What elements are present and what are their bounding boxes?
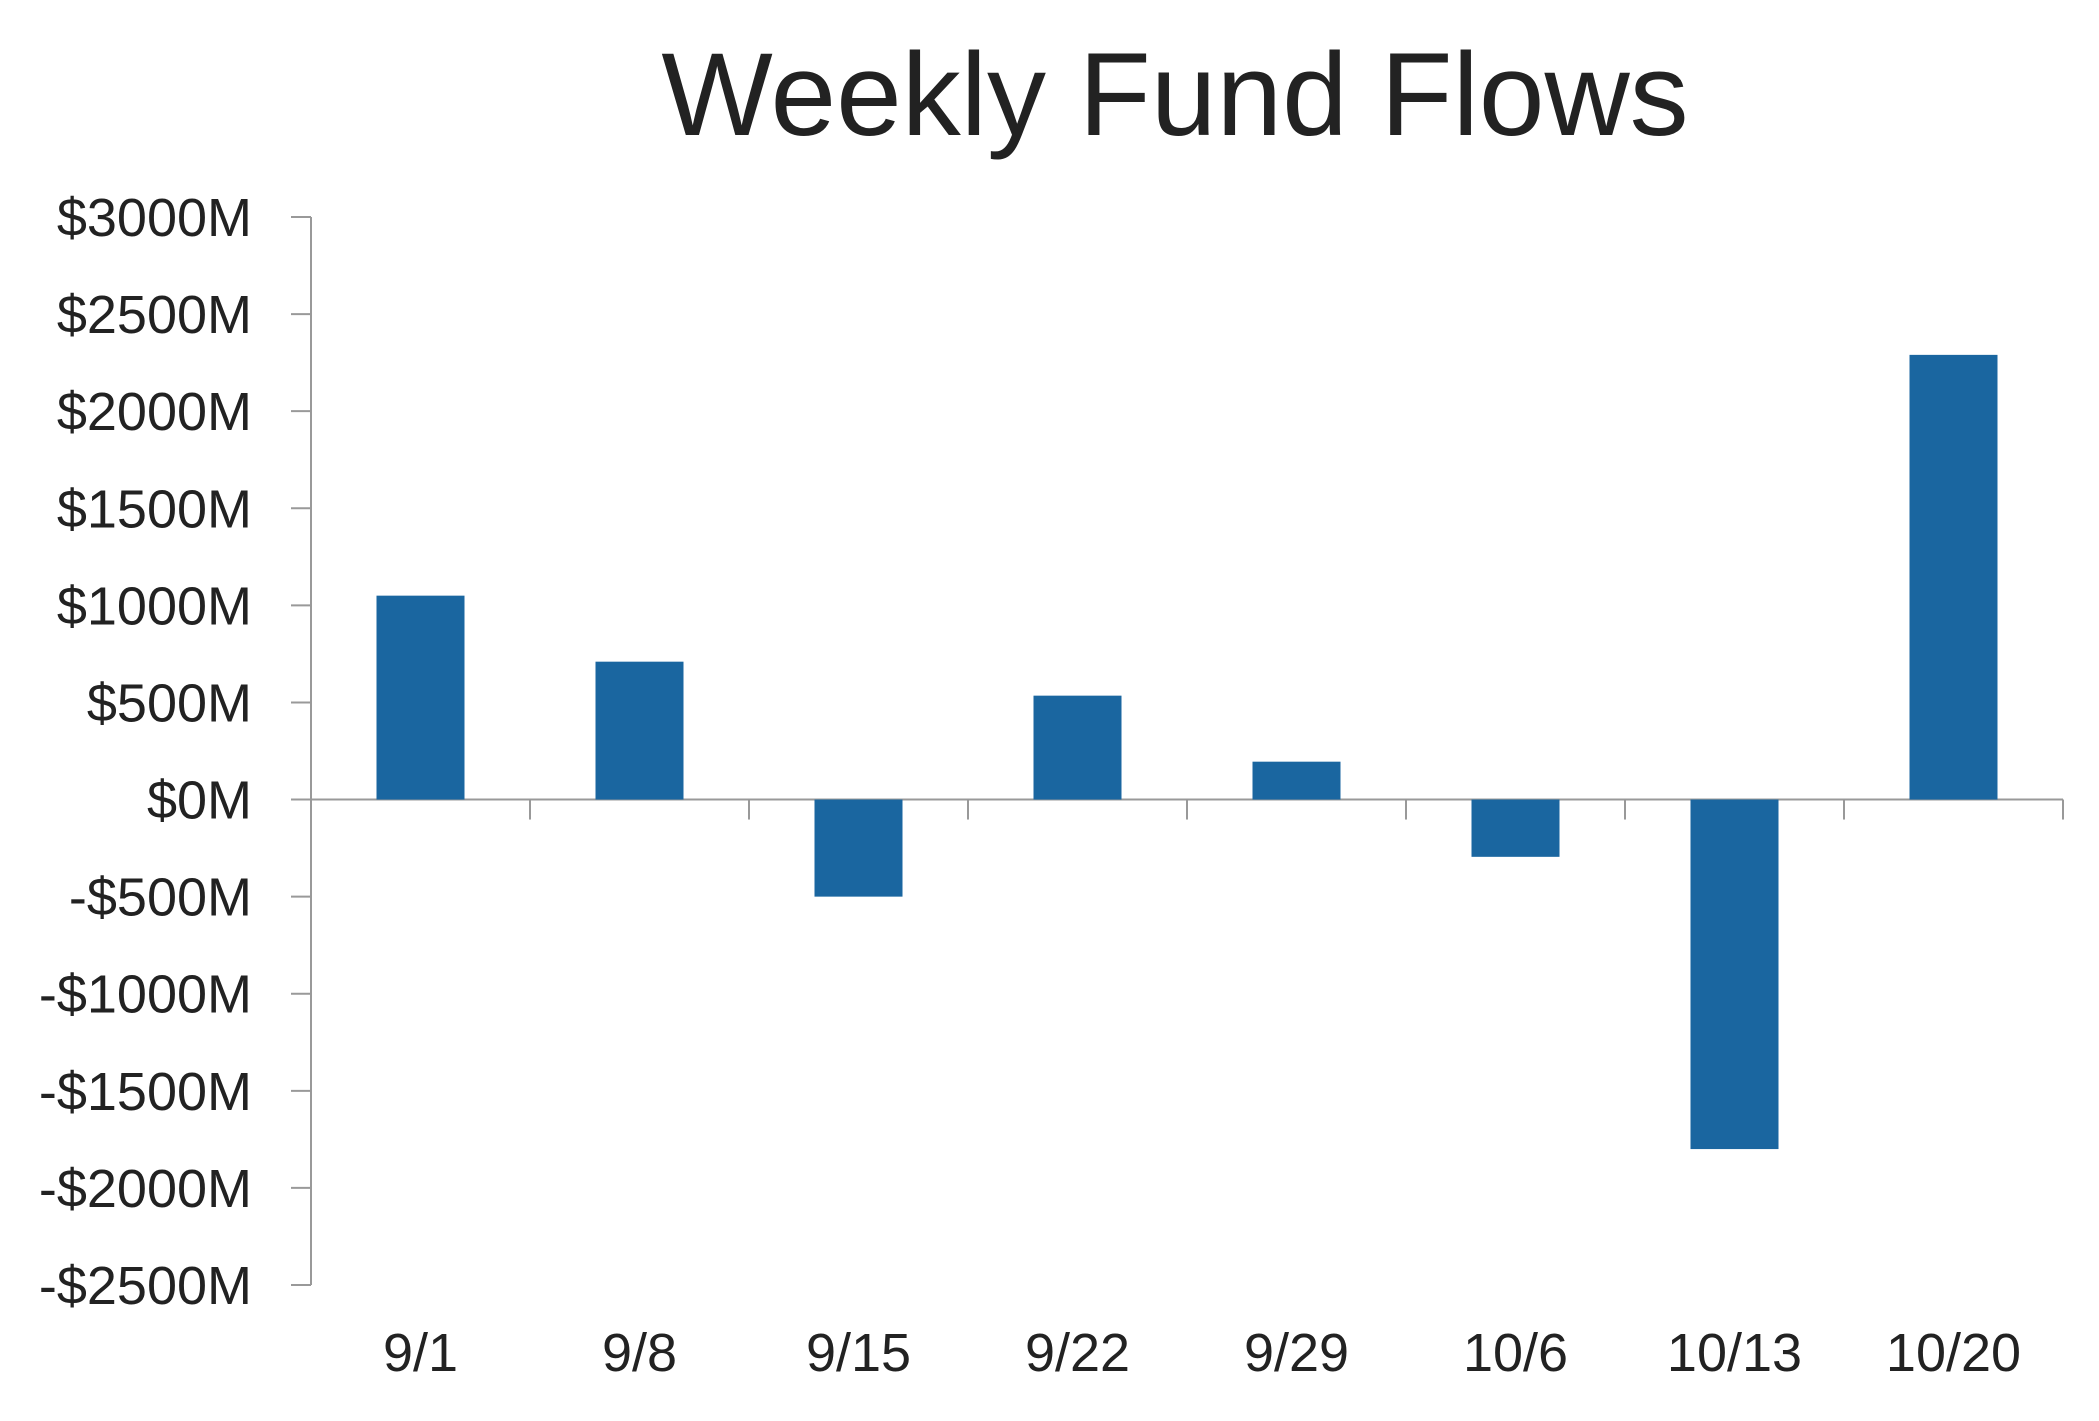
x-tick-label: 10/6	[1463, 1323, 1568, 1383]
y-tick-label: $1500M	[57, 479, 252, 539]
bars	[376, 354, 1998, 1150]
y-tick-label: -$1000M	[39, 965, 252, 1025]
x-tick-label: 9/15	[806, 1323, 911, 1383]
y-tick-label: $3000M	[57, 188, 252, 248]
bar	[814, 799, 903, 897]
y-tick-label: $500M	[87, 673, 252, 733]
x-tick-label: 10/20	[1886, 1323, 2021, 1383]
chart-title: Weekly Fund Flows	[661, 29, 1688, 161]
y-tick-label: $2500M	[57, 285, 252, 345]
y-tick-label: $2000M	[57, 382, 252, 442]
y-tick-label: $0M	[147, 771, 252, 831]
x-tick-label: 10/13	[1667, 1323, 1802, 1383]
y-tick-label: -$2000M	[39, 1159, 252, 1219]
bar	[1033, 695, 1122, 800]
x-tick-label: 9/1	[383, 1323, 458, 1383]
bar	[1252, 761, 1341, 800]
bar	[1690, 799, 1779, 1150]
bar	[376, 595, 465, 800]
y-tick-label: -$2500M	[39, 1256, 252, 1316]
x-tick-label: 9/22	[1025, 1323, 1130, 1383]
y-tick-label: -$1500M	[39, 1062, 252, 1122]
x-tick-label: 9/29	[1244, 1323, 1349, 1383]
x-tick-label: 9/8	[602, 1323, 677, 1383]
y-tick-label: -$500M	[69, 868, 252, 928]
y-tick-label: $1000M	[57, 576, 252, 636]
bar	[595, 661, 684, 800]
bar	[1471, 799, 1560, 857]
y-axis: $3000M $2500M $2000M $1500M $1000M $500M $0M -$…	[39, 188, 312, 1316]
bar	[1909, 354, 1998, 800]
x-axis: 9/1 9/8 9/15 9/22 9/29 10/6 10/13 10/20	[310, 798, 2064, 1383]
